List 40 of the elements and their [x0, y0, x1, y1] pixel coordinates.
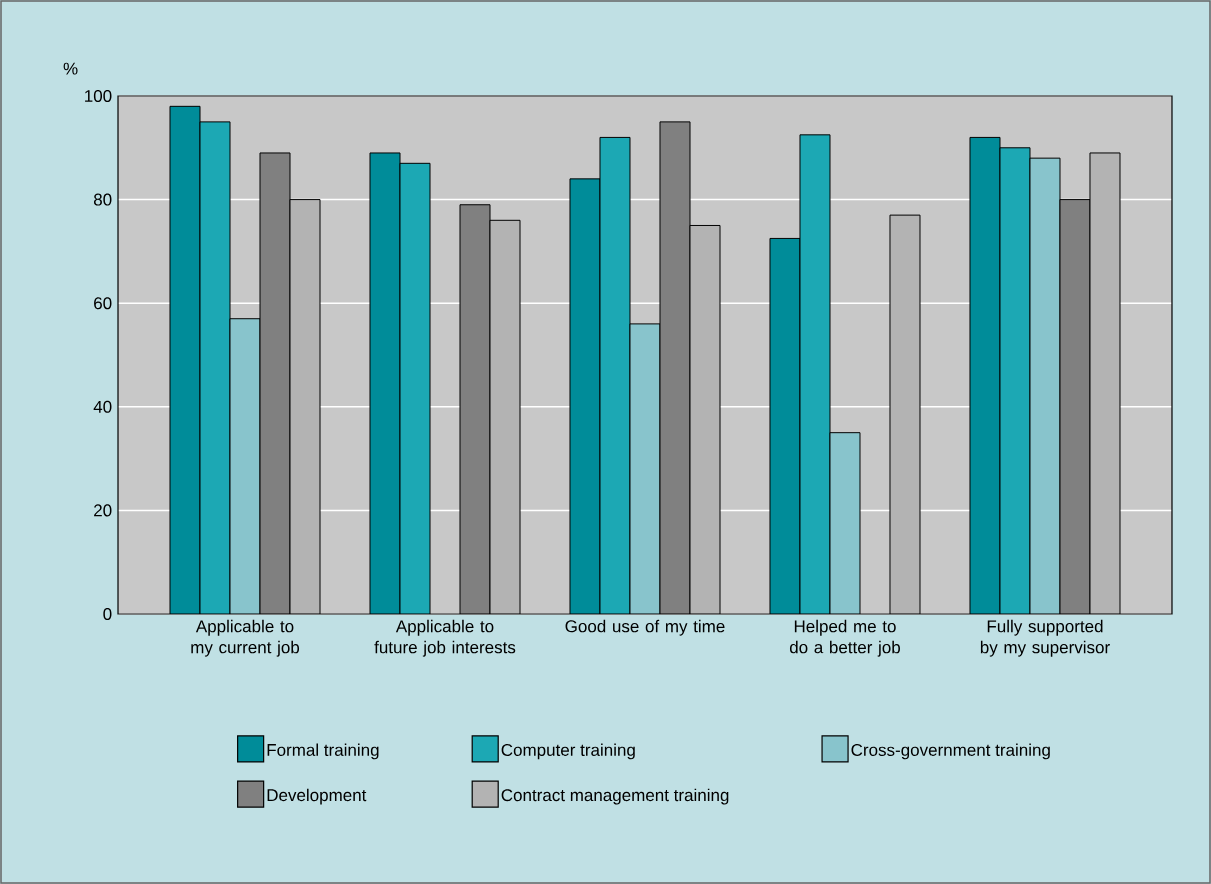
- bar: [800, 134, 830, 614]
- legend-label: Contract management training: [501, 788, 729, 805]
- bar: [289, 199, 321, 614]
- x-tick-label: Helped me to do a better job: [789, 619, 900, 657]
- bar: [1089, 152, 1121, 614]
- x-tick-label: Fully supported by my supervisor: [980, 619, 1110, 657]
- legend-label: Computer training: [501, 743, 635, 760]
- legend-label: Cross-government training: [851, 743, 1050, 760]
- bar: [459, 204, 491, 614]
- bar: [199, 121, 231, 614]
- bar: [229, 318, 261, 614]
- y-tick-label: 20: [94, 504, 112, 517]
- x-tick-label: Good use of my time: [565, 619, 725, 636]
- bar: [489, 219, 521, 614]
- bar: [369, 152, 401, 614]
- y-tick-label: 80: [93, 193, 112, 206]
- legend-label: Formal training: [267, 743, 379, 760]
- y-tick-label: 60: [94, 297, 112, 310]
- bar: [890, 215, 920, 614]
- y-tick-label: 0: [103, 607, 112, 621]
- bar: [1029, 157, 1061, 614]
- x-tick-label: Applicable to future job interests: [374, 619, 516, 657]
- bar: [599, 136, 631, 614]
- y-tick-label: 40: [93, 400, 112, 413]
- legend-label: Development: [267, 788, 367, 805]
- bar: [969, 136, 1001, 614]
- bar: [769, 238, 800, 614]
- bar: [1059, 199, 1091, 614]
- bar: [259, 152, 291, 614]
- bar: [399, 162, 431, 614]
- bar: [569, 178, 601, 614]
- x-tick-label: Applicable to my current job: [191, 619, 300, 657]
- bar: [659, 121, 691, 614]
- y-axis-title: %: [63, 62, 78, 75]
- bar: [169, 105, 201, 614]
- bar: [629, 323, 661, 614]
- bar: [830, 432, 860, 614]
- bar: [689, 224, 721, 614]
- y-tick-label: 100: [85, 89, 112, 103]
- bar: [999, 147, 1031, 614]
